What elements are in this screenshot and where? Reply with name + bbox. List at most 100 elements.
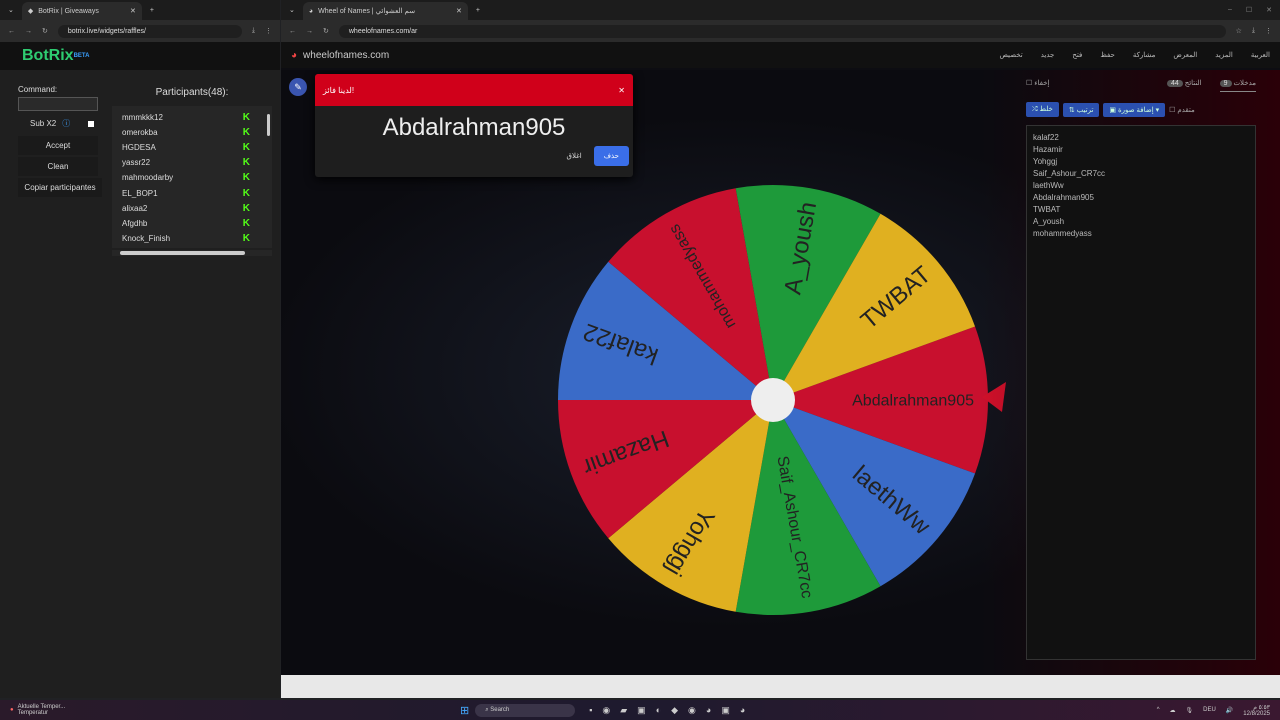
wheel-favicon-icon: ◕ [308,7,314,15]
maximize-button[interactable]: ☐ [1245,7,1253,14]
menu-item[interactable]: العربية [1250,52,1270,59]
close-tab-icon[interactable]: ✕ [130,8,136,15]
participant-name: Knock_Finish [122,233,171,243]
entry-line: Saif_Ashour_CR7cc [1033,169,1106,178]
star-icon[interactable]: ☆ [1235,28,1242,35]
language-indicator[interactable]: DEU [1203,707,1216,713]
entry-line: TWBAT [1033,205,1061,214]
forward-icon[interactable]: → [306,27,313,35]
add-image-button[interactable]: ▣ إضافة صورة ▾ [1103,102,1166,117]
entries-textarea[interactable]: kalaf22 Hazamir Yohggj Saif_Ashour_CR7cc lae… [1026,125,1256,660]
back-icon[interactable]: ← [8,27,15,35]
participant-name: alixaa2 [122,203,148,213]
wheel-pointer-icon [982,382,1006,412]
kick-icon: K [242,217,250,229]
sort-button[interactable]: ⇅ ترتيب [1062,102,1100,117]
tab-wheel[interactable]: ◕ Wheel of Names | سم العشوائي ✕ [302,2,468,20]
new-tab-button[interactable]: + [475,6,480,14]
new-tab-button[interactable]: + [149,6,154,14]
tab-botrix[interactable]: ◆ BotRix | Giveaways ✕ [21,2,142,20]
tray-chevron-icon[interactable]: ^ [1156,707,1160,713]
advanced-checkbox[interactable]: ☐ متقدم [1169,106,1195,114]
kick-icon: K [242,112,250,124]
wheel[interactable]: Abdalrahman905 laethWw Saif_Ashour_CR7cc Yo… [281,70,1280,675]
start-icon[interactable]: ⊞ [460,704,470,717]
menu-item[interactable]: حفظ [1100,52,1115,59]
wheel-segment [773,326,988,474]
clean-button[interactable]: Clean [18,157,98,176]
clock[interactable]: ٥:٥٣ م 12/8/2025 [1243,704,1270,717]
taskbar-search[interactable]: ⌕ Search [475,703,576,717]
volume-icon[interactable]: 🔊 [1225,707,1234,714]
reload-icon[interactable]: ↻ [42,28,48,35]
participant-name: HGDESA [122,143,156,153]
page-horizontal-scrollbar[interactable] [281,675,1280,698]
address-bar[interactable]: wheelofnames.com/ar [338,24,1226,38]
menu-item[interactable]: جديد [1040,52,1055,59]
close-button[interactable]: اغلاق [566,153,582,160]
command-input[interactable] [18,97,98,111]
vertical-scrollbar[interactable] [267,114,270,136]
tab-results[interactable]: 44 النتائج [1166,79,1202,92]
participant-row: EL_BOP1 K [122,185,272,200]
tab-title: BotRix | Giveaways [38,7,99,15]
menu-icon[interactable]: ⋮ [265,28,272,35]
close-dialog-icon[interactable]: ✕ [618,85,625,95]
wheel-segment [773,400,976,587]
tab-list-button[interactable]: ⌄ [289,7,295,14]
menu-item[interactable]: مشاركة [1132,52,1156,59]
close-tab-icon[interactable]: ✕ [456,8,462,15]
mic-icon: 🎙 [1185,707,1194,714]
sub-x2-checkbox[interactable] [88,120,95,127]
participant-row: omerokba K [122,125,272,140]
weather-widget[interactable]: ● Aktuelle Temper... Temperatur [10,704,66,716]
participant-name: omerokba [122,128,158,138]
tab-entries[interactable]: 9 مدخلات [1219,79,1256,92]
wheel-segment [735,185,881,400]
forward-icon[interactable]: → [25,27,32,35]
horizontal-scrollbar[interactable] [112,250,272,256]
close-window-button[interactable]: ✕ [1266,7,1272,14]
minimize-button[interactable]: – [1227,6,1232,13]
entry-line: mohammedyass [1033,229,1092,238]
kick-icon: K [242,127,250,139]
entries-panel: ☐ إخفاء 44 النتائج 9 مدخلات ⤮ خلط ⇅ ترتيب… [1026,75,1256,660]
menu-item[interactable]: تخصيص [999,52,1023,59]
menu-item[interactable]: المزيد [1215,52,1233,59]
kick-icon: K [242,202,250,214]
site-title: wheelofnames.com [303,49,390,61]
menu-item[interactable]: فتح [1072,52,1083,59]
participant-name: mmmkkk12 [122,113,163,123]
winner-dialog: لدينا فائز! ✕ Abdalrahman905 اغلاق حذف [315,74,633,177]
taskbar: ● Aktuelle Temper... Temperatur ⊞ ⌕ Search… [0,700,1280,720]
wheel-segment [558,400,773,539]
address-bar[interactable]: botrix.live/widgets/raffles/ [57,24,242,38]
winner-name: Abdalrahman905 [382,114,566,141]
wheel-segment [735,400,881,615]
participant-name: mahmoodarby [122,173,174,183]
download-icon[interactable]: ⤓ [251,27,255,34]
download-icon[interactable]: ⤓ [1251,27,1255,34]
botrix-favicon-icon: ◆ [27,8,34,15]
accept-button[interactable]: Accept [18,136,98,155]
participant-row: mmmkkk12 K [122,110,272,125]
taskbar-app-icons[interactable]: ▪◉▰▣◐◆◉◕▣◕ [589,704,756,715]
tab-list-button[interactable]: ⌄ [8,7,14,14]
participants-title: Participants(48): [155,87,229,98]
hide-checkbox[interactable]: ☐ إخفاء [1026,80,1050,87]
participant-name: EL_BOP1 [122,188,158,198]
remove-button[interactable]: حذف [593,146,629,166]
tab-title: Wheel of Names | سم العشوائي [318,8,416,15]
participant-row: alixaa2 K [122,201,272,216]
shuffle-button[interactable]: ⤮ خلط [1026,102,1059,117]
menu-item[interactable]: المعرض [1173,52,1198,59]
kick-icon: K [242,187,250,199]
edit-pencil-button[interactable]: ✎ [289,78,307,96]
participant-row: HGDESA K [122,140,272,155]
copy-participants-button[interactable]: Copiar participantes [18,178,102,197]
wheel-center[interactable] [751,378,795,422]
back-icon[interactable]: ← [289,27,296,35]
sub-x2-label: Sub X2 [30,119,57,128]
menu-icon[interactable]: ⋮ [1265,28,1272,35]
reload-icon[interactable]: ↻ [323,28,329,35]
